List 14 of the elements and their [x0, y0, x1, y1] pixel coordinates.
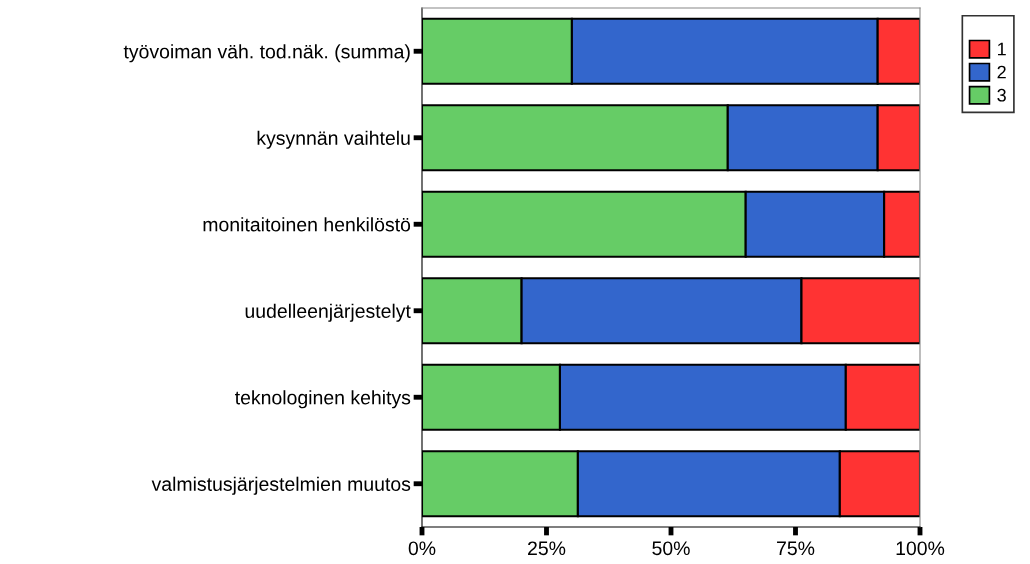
y-tick-label: kysynnän vaihtelu	[257, 130, 410, 149]
y-tick-label: valmistusjärjestelmien muutos	[151, 476, 411, 495]
y-tick-label: teknologinen kehitys	[235, 390, 411, 409]
y-tick-label: monitaitoinen henkilöstö	[203, 217, 411, 232]
legend-label: 3	[997, 88, 1006, 102]
x-tick-label: 25%	[528, 541, 566, 556]
x-tick-label: 0%	[408, 541, 436, 556]
y-tick-label: uudelleenjärjestelyt	[245, 303, 411, 322]
x-tick-label: 50%	[652, 541, 690, 556]
legend-label: 2	[997, 65, 1006, 79]
x-tick-label: 75%	[777, 541, 815, 556]
x-tick-label: 100%	[896, 541, 945, 556]
y-tick-label: työvoiman väh. tod.näk. (summa)	[123, 44, 410, 63]
legend-label: 1	[998, 42, 1006, 56]
